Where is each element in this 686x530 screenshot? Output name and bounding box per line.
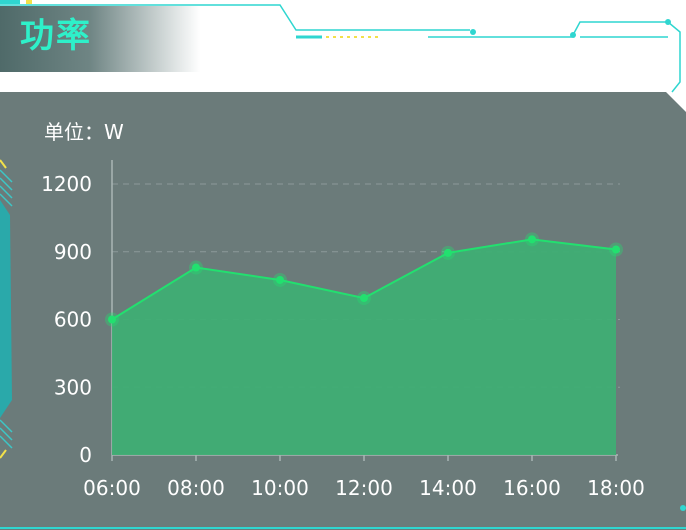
- side-accent-yellow: [0, 449, 7, 459]
- x-tick-label: 16:00: [503, 476, 561, 500]
- y-tick-label: 600: [54, 308, 92, 332]
- circuit-node: [680, 505, 686, 511]
- data-point: [276, 275, 284, 284]
- data-point: [192, 263, 200, 272]
- corner-accent: [26, 0, 32, 4]
- unit-label: 单位：W: [44, 120, 124, 144]
- corner-accent: [0, 0, 20, 4]
- title-banner: [0, 6, 200, 72]
- x-tick-label: 12:00: [335, 476, 393, 500]
- data-point: [108, 315, 116, 324]
- circuit-line-top: [0, 4, 470, 31]
- y-tick-label: 0: [79, 443, 92, 467]
- x-tick-label: 18:00: [587, 476, 645, 500]
- y-tick-label: 1200: [41, 172, 92, 196]
- x-tick-label: 08:00: [167, 476, 225, 500]
- x-tick-label: 06:00: [83, 476, 141, 500]
- x-tick-label: 10:00: [251, 476, 309, 500]
- page-title: 功率: [20, 16, 92, 56]
- y-tick-label: 300: [54, 375, 92, 399]
- data-point: [528, 235, 536, 244]
- data-point: [360, 294, 368, 303]
- y-tick-label: 900: [54, 240, 92, 264]
- side-ornament: [0, 200, 12, 418]
- circuit-line-right: [572, 21, 681, 93]
- circuit-node: [470, 29, 476, 35]
- data-point: [444, 248, 452, 257]
- x-tick-label: 14:00: [419, 476, 477, 500]
- side-accent-yellow: [0, 159, 7, 169]
- series-area: [112, 239, 616, 455]
- side-hatching: [0, 169, 13, 449]
- circuit-node: [665, 19, 671, 25]
- data-point: [612, 245, 620, 254]
